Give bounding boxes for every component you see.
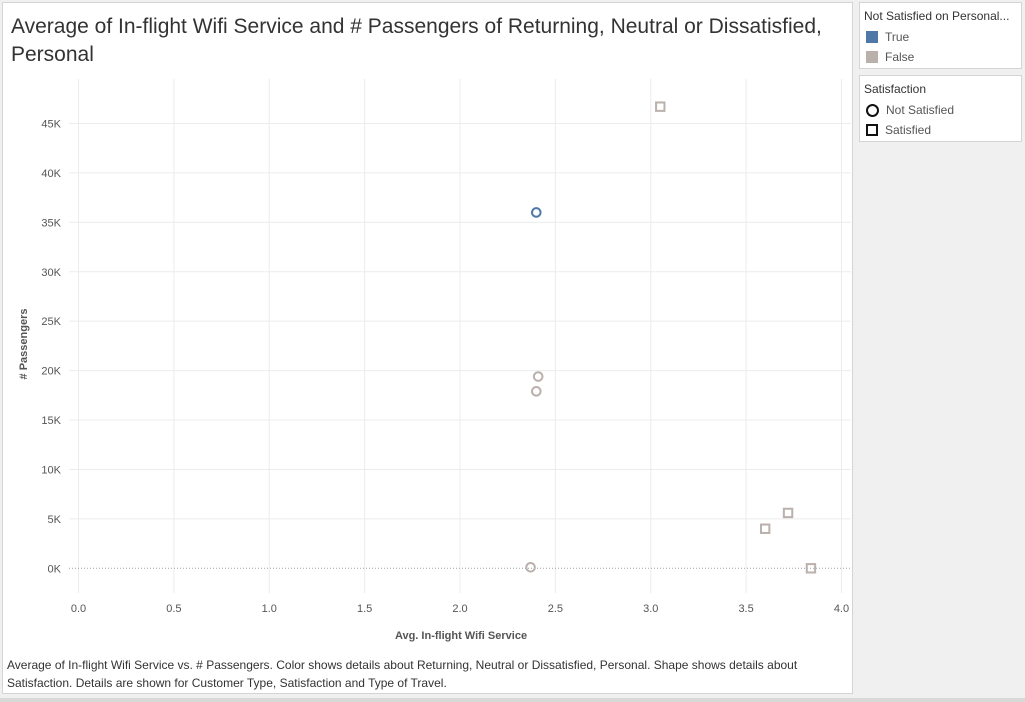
chart-title: Average of In-flight Wifi Service and # … [11, 15, 822, 66]
legend-item-not-satisfied[interactable]: Not Satisfied [860, 100, 1021, 120]
color-legend-title: Not Satisfied on Personal... [864, 9, 1010, 23]
x-tick-label: 2.5 [548, 603, 563, 615]
data-point-circle [530, 207, 542, 218]
x-tick-label: 0.0 [71, 603, 86, 615]
bottom-divider [0, 698, 1025, 702]
y-tick-label: 10K [41, 464, 61, 476]
y-tick-label: 45K [41, 118, 61, 130]
scatter-chart[interactable]: 0K 5K 10K 15K 20K 25K 30K 35K 40K 45K 0.0 0.5 1.0 1.5… [3, 3, 852, 653]
color-legend: Not Satisfied on Personal... True False [859, 2, 1022, 69]
circle-shape-icon [866, 103, 879, 117]
x-tick-label: 2.0 [452, 603, 467, 615]
x-tick-label: 3.5 [738, 603, 753, 615]
y-tick-label: 20K [41, 366, 61, 378]
y-tick-label: 30K [41, 267, 61, 279]
legend-item-false[interactable]: False [860, 47, 1021, 67]
y-tick-label: 0K [48, 563, 62, 575]
y-axis-title: # Passengers [18, 309, 30, 380]
x-tick-label: 4.0 [834, 603, 849, 615]
y-tick-label: 35K [41, 217, 61, 229]
y-tick-label: 25K [41, 316, 61, 328]
x-tick-label: 1.0 [262, 603, 277, 615]
shape-legend-title: Satisfaction [864, 82, 927, 96]
x-tick-label: 1.5 [357, 603, 372, 615]
chart-caption: Average of In-flight Wifi Service vs. # … [7, 658, 798, 690]
legend-item-satisfied[interactable]: Satisfied [860, 120, 1021, 140]
data-point-square [782, 507, 794, 519]
x-tick-label: 3.0 [643, 603, 658, 615]
x-tick-label: 0.5 [166, 603, 181, 615]
shape-legend: Satisfaction Not Satisfied Satisfied [859, 75, 1022, 142]
y-tick-label: 15K [41, 415, 61, 427]
x-axis-title: Avg. In-flight Wifi Service [395, 630, 527, 642]
worksheet-panel: Average of In-flight Wifi Service and # … [2, 2, 853, 694]
square-shape-icon [866, 124, 878, 136]
y-tick-label: 5K [48, 514, 62, 526]
data-point-circle [532, 371, 544, 382]
data-point-square [805, 563, 817, 574]
data-point-square [759, 523, 771, 534]
data-point-circle [525, 562, 536, 573]
color-swatch-true [866, 31, 878, 43]
color-swatch-false [866, 51, 878, 63]
legend-item-true[interactable]: True [860, 27, 1021, 47]
legend-item-label: False [885, 50, 915, 64]
y-tick-label: 40K [41, 168, 61, 180]
legend-item-label: Satisfied [885, 123, 932, 137]
legend-item-label: True [885, 30, 910, 44]
legend-item-label: Not Satisfied [886, 103, 955, 117]
data-point-square [655, 101, 666, 112]
data-point-circle [530, 386, 542, 397]
